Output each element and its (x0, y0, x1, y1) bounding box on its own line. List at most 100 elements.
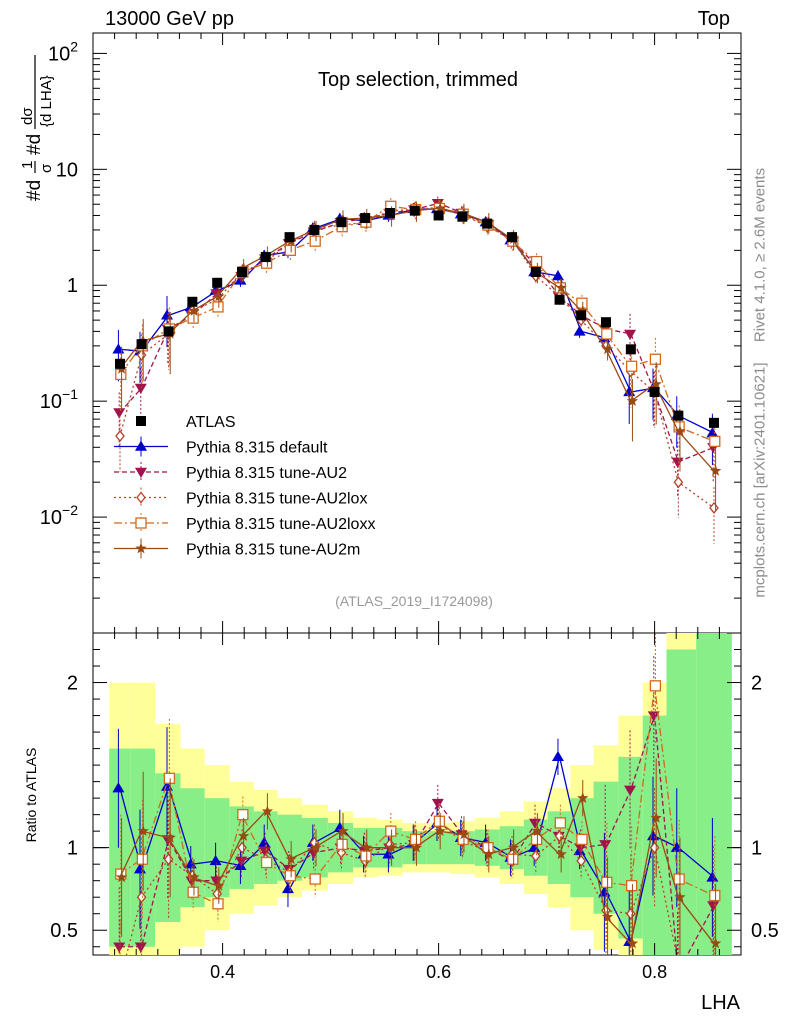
ylabel-prefix: #d (24, 180, 45, 201)
series-1-ratio-point (113, 942, 126, 953)
ratio-y-tick-label: 1 (67, 838, 78, 860)
series-0-ratio-point (706, 871, 719, 882)
series-2-ratio-point (116, 975, 124, 985)
process-label: Top (697, 8, 730, 30)
axes-layer: 0.4 0.6 0.8 10−2 10−1 1 10 102 0.5 0.5 1 1 2 2 (40, 33, 779, 982)
series-3-ratio-point (187, 886, 199, 898)
atlas-data-point (309, 224, 320, 235)
series-3-point (576, 297, 588, 309)
series-2-point (673, 476, 684, 489)
legend: ATLAS Pythia 8.315 default Pythia 8.315 tu… (114, 414, 375, 559)
series-4-ratio-point (626, 937, 639, 949)
beam-label: 13000 GeV pp (105, 8, 234, 30)
ratio-y-tick-label-right: 1 (751, 838, 762, 860)
series-1-ratio-point (529, 818, 541, 829)
series-1-ratio-point (672, 967, 684, 977)
legend-marker (136, 491, 146, 504)
series-1-point (671, 457, 684, 468)
x-tick-label: 0.4 (210, 962, 235, 982)
legend-marker (135, 467, 147, 478)
legend-entry: ATLAS (136, 414, 236, 431)
series-4-ratio-point (385, 841, 398, 853)
series-1-ratio-point (599, 840, 612, 851)
series-3-ratio-point (530, 833, 543, 846)
series-2-ratio-point (674, 958, 682, 968)
series-4-point (709, 464, 722, 476)
legend-marker (135, 517, 147, 529)
chart-title: Top selection, trimmed (318, 69, 518, 91)
series-0-ratio-point (281, 882, 294, 894)
series-4-line (119, 207, 715, 472)
series-1-point (210, 289, 223, 300)
ylabel-dlha: {d LHA} (38, 75, 55, 127)
series-0-ratio-point (112, 782, 125, 793)
mcplots-label: mcplots.cern.ch [arXiv:2401.10621] (751, 362, 769, 598)
atlas-data-point (530, 267, 541, 278)
legend-marker (135, 542, 147, 554)
series-2-point (115, 430, 125, 443)
atlas-data-point (360, 213, 371, 224)
atlas-data-point (482, 218, 493, 229)
atlas-data-point (673, 410, 684, 421)
series-3-ratio-point (625, 879, 638, 892)
series-2-ratio-point (336, 846, 347, 859)
x-tick-label: 0.6 (426, 962, 451, 982)
y-axis-label: #d 1 σ #d dσ {d LHA} (19, 55, 55, 201)
atlas-data-point (385, 208, 395, 219)
series-4-ratio-point (577, 792, 589, 803)
series-3-point (284, 244, 297, 257)
legend-marker (135, 440, 147, 451)
series-1-ratio-point (431, 798, 444, 810)
y-tick-label: 102 (48, 38, 78, 65)
series-4-ratio-point (458, 828, 470, 840)
series-0-point (112, 343, 125, 354)
legend-label: Pythia 8.315 tune-AU2loxx (186, 516, 375, 533)
series-1-ratio-point (707, 901, 720, 912)
series-layer (112, 196, 722, 985)
series-3-point (625, 360, 638, 372)
atlas-data-point (163, 326, 174, 337)
atlas-data-point (433, 210, 444, 221)
ylabel-sep: #d (24, 134, 45, 155)
y-tick-label: 1 (67, 275, 78, 297)
series-3-point (309, 235, 321, 247)
rivet-version-label: Rivet 4.1.0, ≥ 2.6M events (751, 167, 769, 343)
band-inner (666, 649, 697, 955)
legend-marker (136, 416, 146, 426)
series-1-ratio-point (307, 848, 320, 859)
atlas-data-point (212, 277, 223, 288)
series-1-point (134, 383, 147, 394)
ratio-y-tick-label: 0.5 (50, 920, 78, 942)
series-2-point (709, 501, 719, 514)
series-3-ratio-point (309, 873, 321, 885)
series-3-ratio-point (649, 680, 662, 692)
ratio-y-tick-label-right: 2 (751, 673, 762, 695)
atlas-data-point (115, 358, 125, 369)
series-4-ratio-point (164, 831, 176, 843)
series-0-point (573, 325, 586, 336)
series-4-ratio-point (434, 825, 446, 837)
series-4-ratio-point (555, 848, 567, 860)
series-4-ratio-point (188, 871, 200, 883)
y-tick-label: 10−2 (40, 502, 78, 529)
series-4-ratio-point (709, 937, 722, 949)
series-4-ratio-point (650, 811, 662, 823)
x-tick-label: 0.8 (642, 962, 667, 982)
atlas-data-point (136, 339, 147, 350)
series-3-ratio-point (163, 772, 176, 784)
legend-label: Pythia 8.315 tune-AU2 (186, 465, 347, 482)
series-3-ratio-point (237, 808, 249, 821)
series-3-ratio-point (336, 838, 348, 851)
series-3-ratio-point (136, 853, 149, 865)
series-3-ratio-point (709, 889, 721, 902)
series-1-ratio-point (647, 711, 660, 722)
ratio-y-tick-label-right: 0.5 (751, 920, 779, 942)
series-4-point (213, 290, 225, 302)
series-1-ratio-point (624, 785, 637, 796)
atlas-data-point (625, 344, 636, 355)
series-0-ratio-point (209, 854, 222, 866)
band-inner (155, 773, 181, 922)
y-tick-label: 10 (56, 159, 78, 181)
series-4-point (626, 395, 639, 407)
x-axis-label: LHA (701, 992, 741, 1014)
